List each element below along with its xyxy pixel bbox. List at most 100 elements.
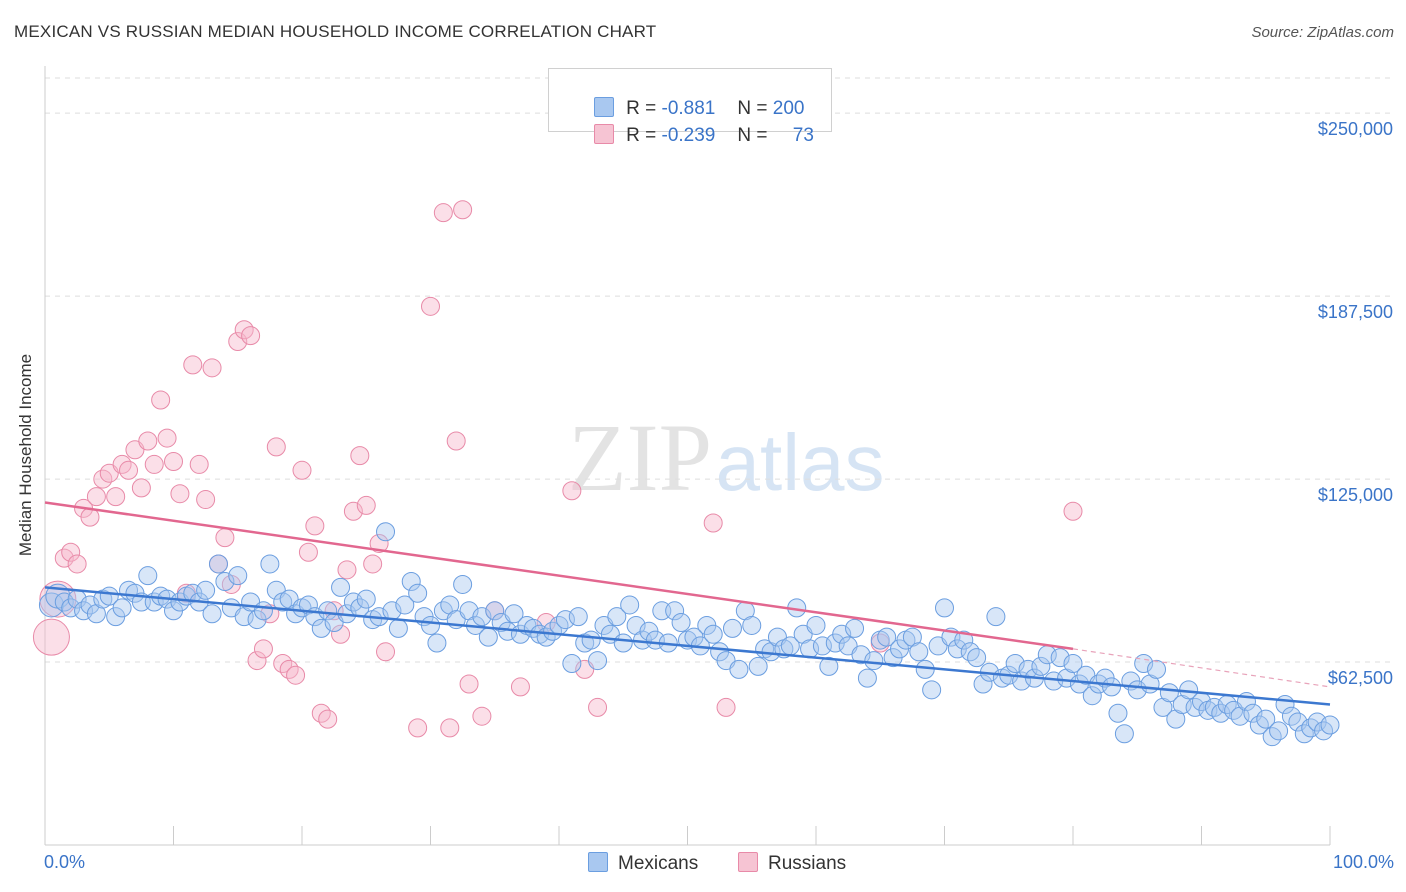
mexicans-point [1147, 659, 1167, 679]
mexicans-point [722, 618, 742, 638]
mexicans-point [588, 651, 608, 671]
legend-n-label: N = [737, 125, 773, 146]
russians-point [286, 665, 306, 685]
y-tick-label: $187,500 [1318, 302, 1393, 322]
mexicans-point [331, 577, 351, 597]
russians-point [67, 554, 87, 574]
russians-point [510, 677, 530, 697]
mexicans-point [562, 653, 582, 673]
russians-point [247, 651, 267, 671]
x-tick-label-max: 100.0% [1332, 852, 1394, 872]
russians-point [472, 706, 492, 726]
mexicans-point [298, 595, 318, 615]
russians-trendline-extension [1072, 648, 1331, 688]
russians-point [106, 487, 126, 507]
mexicans-point [38, 592, 64, 618]
bottom-legend-swatch-russians [738, 852, 758, 872]
mexicans-point [401, 572, 421, 592]
mexicans-point [1005, 653, 1025, 673]
russians-point [588, 697, 608, 717]
legend-n-value: 200 [772, 98, 805, 119]
mexicans-point [485, 601, 505, 621]
mexicans-point [1082, 686, 1102, 706]
legend-n-label: N = [737, 98, 773, 119]
bottom-legend-swatch-mexicans [588, 852, 608, 872]
legend-r-value: -0.239 [661, 125, 716, 146]
mexicans-point [568, 607, 588, 627]
mexicans-point [228, 566, 248, 586]
y-tick-label: $250,000 [1318, 119, 1393, 139]
russians-trendline [44, 501, 1074, 651]
correlation-legend: R = -0.881 N = 200 R = -0.239 N = 73 [548, 68, 832, 146]
mexicans-point [555, 610, 575, 630]
russians-point [170, 484, 190, 504]
russians-point [716, 697, 736, 717]
bottom-legend-mexicans: Mexicans [588, 852, 698, 875]
mexicans-point [253, 601, 273, 621]
russians-point [119, 460, 139, 480]
mexicans-point [196, 580, 216, 600]
russians-point [151, 390, 171, 410]
russians-point [241, 326, 261, 346]
russians-point [138, 431, 158, 451]
mexicans-point [453, 574, 473, 594]
mexicans-point [671, 613, 691, 633]
mexicans-point [851, 645, 871, 665]
russians-point [703, 513, 723, 533]
mexicans-point [742, 615, 762, 635]
mexicans-point [857, 668, 877, 688]
x-tick-label-min: 0.0% [44, 852, 86, 872]
mexicans-point [665, 601, 685, 621]
russians-point [337, 560, 357, 580]
mexicans-point [408, 583, 428, 603]
mexicans-point [1114, 724, 1134, 744]
russians-point [459, 674, 479, 694]
mexicans-point [806, 615, 826, 635]
mexicans-point [954, 630, 974, 650]
russians-point [331, 624, 351, 644]
russians-point [228, 331, 248, 351]
russians-point [164, 452, 183, 471]
russians-point [202, 358, 222, 378]
legend-r-label: R = [626, 125, 662, 146]
mexicans-point [1063, 653, 1083, 673]
mexicans-point [935, 598, 954, 618]
mexicans-point [967, 648, 987, 668]
mexicans-point [356, 589, 376, 609]
mexicans-point [877, 627, 897, 647]
russians-point [292, 460, 312, 480]
russians-point [562, 481, 582, 501]
bottom-legend-label: Mexicans [618, 853, 699, 874]
mexicans-point [845, 618, 865, 638]
mexicans-point [973, 674, 993, 694]
mexicans-point [748, 656, 768, 676]
chart-title: MEXICAN VS RUSSIAN MEDIAN HOUSEHOLD INCO… [14, 22, 657, 41]
russians-point [266, 437, 286, 457]
russians-point [61, 542, 81, 562]
russians-point [32, 618, 70, 656]
mexicans-point [138, 566, 158, 586]
mexicans-point [909, 642, 929, 662]
mexicans-point [311, 618, 331, 638]
legend-r-value: -0.881 [661, 98, 716, 119]
russians-point [157, 428, 177, 448]
mexicans-point [260, 554, 280, 574]
mexicans-point [864, 651, 884, 671]
y-axis-label: Median Household Income [16, 353, 35, 557]
mexicans-point [318, 601, 338, 621]
russians-point [421, 296, 440, 316]
russians-point [376, 642, 396, 662]
legend-r-label: R = [626, 98, 662, 119]
russians-point [305, 516, 325, 536]
russians-point [144, 454, 164, 474]
mexicans-point [832, 624, 852, 644]
mexicans-point [1320, 715, 1340, 735]
mexicans-point [986, 607, 1006, 627]
mexicans-point [478, 627, 498, 647]
mexicans-point [922, 680, 942, 700]
mexicans-point [613, 633, 633, 653]
russians-point [318, 709, 338, 729]
mexicans-point [729, 659, 749, 679]
russians-point [183, 355, 203, 375]
